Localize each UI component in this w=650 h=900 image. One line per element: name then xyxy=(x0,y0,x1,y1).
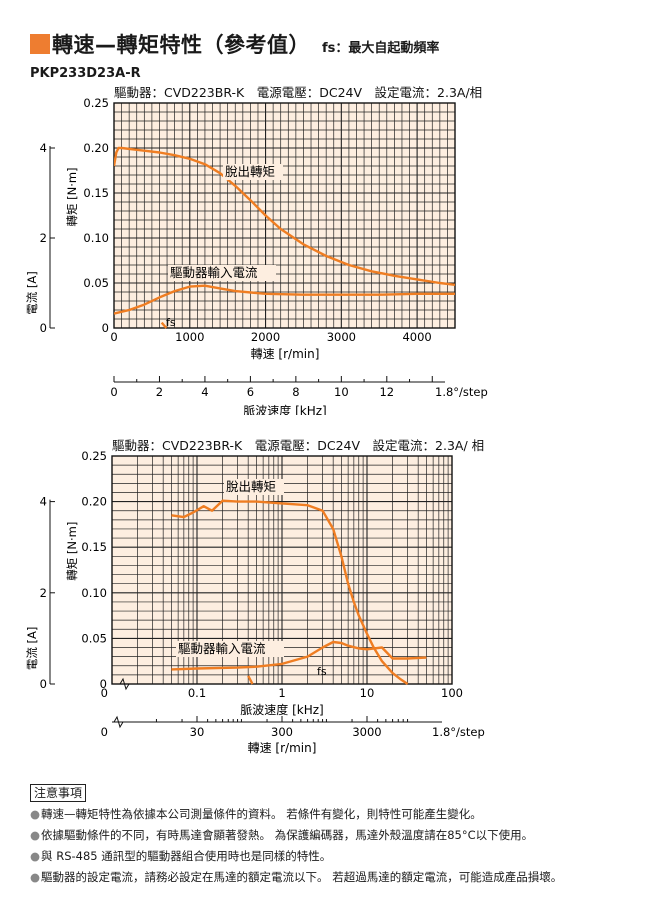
x2-tick-label: 3000 xyxy=(352,725,381,739)
y2-axis-label: 電流 [A] xyxy=(25,627,39,671)
x2-tick-label: 0 xyxy=(101,725,108,739)
plot-frame xyxy=(113,102,456,329)
y2-tick-label: 4 xyxy=(40,141,47,155)
x2-tick-label: 30 xyxy=(190,725,205,739)
x-tick-label: 0 xyxy=(101,686,108,700)
x2-tick-label: 4 xyxy=(201,385,208,399)
y2-tick-label: 2 xyxy=(40,231,47,245)
x2-tick-label: 8 xyxy=(292,385,299,399)
y2-axis-label: 電流 [A] xyxy=(25,271,39,315)
notes-section: 注意事項 ●轉速—轉矩特性為依據本公司測量條件的資料。 若條件有變化，則特性可能… xyxy=(30,782,640,888)
x-tick-label: 1000 xyxy=(175,330,204,344)
model-number: PKP233D23A-R xyxy=(30,66,141,81)
y-tick-label: 0.10 xyxy=(83,231,109,245)
y2-tick-label: 0 xyxy=(40,321,47,335)
y-tick-label: 0 xyxy=(100,677,107,691)
chart-title: 驅動器：CVD223BR-K 電源電壓：DC24V 設定電流：2.3A/ 相 xyxy=(112,438,484,453)
pullout-torque-curve xyxy=(114,146,455,286)
x-tick-label: 4000 xyxy=(402,330,431,344)
y-tick-label: 0.25 xyxy=(83,96,109,110)
pullout-torque-curve xyxy=(171,499,409,685)
pullout-torque-label: 脫出轉矩 xyxy=(226,479,276,494)
y-tick-label: 0.05 xyxy=(83,276,109,290)
input-current-label: 驅動器輸入電流 xyxy=(170,265,258,280)
fs-label: fs xyxy=(166,316,176,329)
y2-tick-label: 2 xyxy=(40,586,47,600)
x-axis-label: 轉速 [r/min] xyxy=(251,347,320,361)
fs-note: fs：最大自起動頻率 xyxy=(322,40,440,56)
step-angle-label: 1.8°/step xyxy=(432,725,485,739)
note-item: ●驅動器的設定電流，請務必設定在馬達的額定電流以下。 若超過馬達的額定電流，可能… xyxy=(30,867,640,888)
notes-heading: 注意事項 xyxy=(30,784,87,802)
y-tick-label: 0.05 xyxy=(81,631,107,645)
bullet-icon: ● xyxy=(30,828,41,842)
chart-log: 驅動器：CVD223BR-K 電源電壓：DC24V 設定電流：2.3A/ 相00… xyxy=(25,438,485,755)
axis-break-icon xyxy=(119,677,130,691)
x-tick-label: 0 xyxy=(110,330,117,344)
note-text: 驅動器的設定電流，請務必設定在馬達的額定電流以下。 若超過馬達的額定電流，可能造… xyxy=(41,870,563,884)
label-background xyxy=(176,641,284,657)
input-current-label: 驅動器輸入電流 xyxy=(178,641,266,656)
y-tick-label: 0.15 xyxy=(83,186,109,200)
x2-tick-label: 300 xyxy=(271,725,293,739)
fs-label: fs xyxy=(317,665,327,678)
note-text: 與 RS-485 通訊型的驅動器組合使用時也是同樣的特性。 xyxy=(41,849,332,863)
input-current-curve xyxy=(171,640,427,671)
y-tick-label: 0.10 xyxy=(81,586,107,600)
fs-curve xyxy=(247,675,254,685)
x2-axis-label: 轉速 [r/min] xyxy=(248,741,317,755)
y-tick-label: 0 xyxy=(102,321,109,335)
x-tick-label: 10 xyxy=(360,686,375,700)
y-axis-label: 轉矩 [N·m] xyxy=(65,522,79,581)
x-tick-label: 100 xyxy=(441,686,463,700)
note-text: 轉速—轉矩特性為依據本公司測量條件的資料。 若條件有變化，則特性可能產生變化。 xyxy=(41,807,482,821)
pullout-torque-label: 脫出轉矩 xyxy=(225,164,275,179)
axis-break-icon xyxy=(113,715,124,729)
plot-frame xyxy=(111,455,453,685)
label-background xyxy=(224,479,284,495)
x2-tick-label: 6 xyxy=(247,385,254,399)
note-text: 依據驅動條件的不同，有時馬達會顯著發熱。 為保護編碼器，馬達外殼溫度請在85°C… xyxy=(41,828,534,842)
x2-tick-label: 2 xyxy=(156,385,163,399)
chart-linear: 驅動器：CVD223BR-K 電源電壓：DC24V 設定電流：2.3A/相 0 0.… xyxy=(25,85,488,415)
bullet-icon: ● xyxy=(30,870,41,884)
x-axis-label: 脈波速度 [kHz] xyxy=(240,702,323,717)
label-background xyxy=(168,265,276,281)
y2-tick-label: 4 xyxy=(40,495,47,509)
x-tick-label: 1 xyxy=(278,686,285,700)
y-axis-label: 轉矩 [N·m] xyxy=(65,167,79,226)
bullet-icon: ● xyxy=(30,807,41,821)
page-title: 轉速—轉矩特性（參考值） xyxy=(52,33,310,57)
title-marker xyxy=(30,34,50,54)
note-item: ●依據驅動條件的不同，有時馬達會顯著發熱。 為保護編碼器，馬達外殼溫度請在85°… xyxy=(30,825,640,846)
x2-axis-label: 脈波速度 [kHz] xyxy=(243,403,326,415)
y-tick-label: 0.20 xyxy=(81,495,107,509)
y-tick-label: 0.25 xyxy=(81,449,107,463)
plot-background xyxy=(114,103,455,328)
x-tick-label: 2000 xyxy=(251,330,280,344)
label-background xyxy=(223,164,283,180)
note-item: ●轉速—轉矩特性為依據本公司測量條件的資料。 若條件有變化，則特性可能產生變化。 xyxy=(30,804,640,825)
step-angle-label: 1.8°/step xyxy=(435,385,488,399)
y-tick-label: 0.15 xyxy=(81,540,107,554)
fs-curve xyxy=(160,321,168,329)
bullet-icon: ● xyxy=(30,849,41,863)
note-item: ●與 RS-485 通訊型的驅動器組合使用時也是同樣的特性。 xyxy=(30,846,640,867)
x-tick-label: 0.1 xyxy=(188,686,206,700)
x2-tick-label: 0 xyxy=(110,385,117,399)
x-tick-label: 3000 xyxy=(327,330,356,344)
y2-tick-label: 0 xyxy=(40,677,47,691)
x2-tick-label: 12 xyxy=(379,385,394,399)
chart-title: 驅動器：CVD223BR-K 電源電壓：DC24V 設定電流：2.3A/相 xyxy=(114,85,482,100)
title-row: 轉速—轉矩特性（參考值） fs：最大自起動頻率 xyxy=(30,30,439,58)
input-current-curve xyxy=(114,284,455,315)
y-tick-label: 0.20 xyxy=(83,141,109,155)
x2-tick-label: 10 xyxy=(334,385,349,399)
